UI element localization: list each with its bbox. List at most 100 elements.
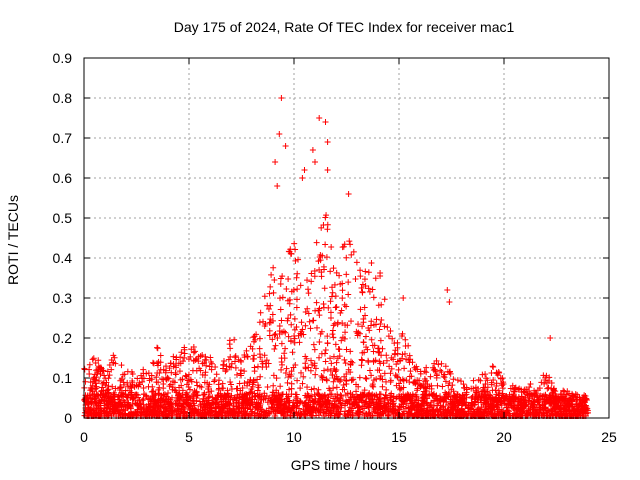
data-point <box>186 409 193 416</box>
data-point <box>207 402 214 409</box>
data-point <box>110 392 117 399</box>
data-point <box>104 398 111 405</box>
data-point <box>486 408 493 415</box>
data-point <box>163 407 170 414</box>
x-tick-label: 10 <box>286 429 302 445</box>
data-point <box>521 389 528 396</box>
data-point <box>305 290 312 297</box>
data-point <box>396 386 403 393</box>
data-point <box>284 297 291 304</box>
data-point <box>552 410 559 417</box>
data-point <box>206 407 213 414</box>
data-point <box>342 329 349 336</box>
data-point <box>293 304 300 311</box>
outlier-point <box>446 299 453 305</box>
data-point <box>207 358 214 365</box>
data-point <box>388 365 395 372</box>
data-point <box>271 276 278 283</box>
data-point <box>269 317 276 324</box>
data-point <box>331 365 338 372</box>
data-point <box>375 345 382 352</box>
data-point <box>543 372 550 379</box>
data-point <box>531 401 538 408</box>
data-point <box>389 398 396 405</box>
data-point <box>471 410 478 417</box>
data-point <box>479 371 486 378</box>
data-point <box>175 407 182 414</box>
data-point <box>248 399 255 406</box>
data-point <box>239 402 246 409</box>
data-point <box>560 387 567 394</box>
data-point <box>287 338 294 345</box>
data-point <box>178 406 185 413</box>
data-point <box>226 402 233 409</box>
data-point <box>307 325 314 332</box>
data-point <box>228 381 235 388</box>
data-point <box>333 384 340 391</box>
data-point <box>368 399 375 406</box>
data-point <box>93 403 100 410</box>
data-point <box>140 401 147 408</box>
data-point <box>201 379 208 386</box>
data-point <box>346 238 353 245</box>
data-point <box>150 394 157 401</box>
data-point <box>221 392 228 399</box>
data-point <box>541 404 548 411</box>
data-point <box>292 257 299 264</box>
data-point <box>302 353 309 360</box>
data-point <box>185 356 192 363</box>
data-point <box>172 369 179 376</box>
data-point <box>500 394 507 401</box>
data-point <box>317 252 324 259</box>
data-point <box>302 364 309 371</box>
data-point <box>140 384 147 391</box>
data-point <box>288 321 295 328</box>
data-point <box>338 307 345 314</box>
data-point <box>91 376 98 383</box>
data-point <box>344 322 351 329</box>
data-point <box>490 364 497 371</box>
data-point <box>303 403 310 410</box>
data-point <box>304 277 311 284</box>
y-tick-label: 0.4 <box>53 250 73 266</box>
data-point <box>370 348 377 355</box>
data-point <box>377 375 384 382</box>
data-point <box>509 393 516 400</box>
data-point <box>131 409 138 416</box>
data-point <box>441 409 448 416</box>
data-point <box>397 357 404 364</box>
data-point <box>403 356 410 363</box>
data-point <box>357 306 364 313</box>
data-point <box>143 410 150 417</box>
data-point <box>459 400 466 407</box>
data-point <box>291 326 298 333</box>
data-point <box>252 336 259 343</box>
data-point <box>176 368 183 375</box>
data-point <box>307 367 314 374</box>
data-point <box>199 351 206 358</box>
data-point <box>291 315 298 322</box>
data-point <box>470 385 477 392</box>
data-point <box>249 388 256 395</box>
data-point <box>291 339 298 346</box>
data-point <box>312 365 319 372</box>
data-point <box>145 406 152 413</box>
data-point <box>360 339 367 346</box>
data-point <box>269 398 276 405</box>
data-point <box>135 383 142 390</box>
data-point <box>387 328 394 335</box>
data-point <box>270 372 277 379</box>
data-point <box>338 337 345 344</box>
data-point <box>557 393 564 400</box>
data-point <box>562 408 569 415</box>
data-point <box>392 372 399 379</box>
data-point <box>370 357 377 364</box>
data-point <box>181 354 188 361</box>
y-tick-label: 0.6 <box>53 170 73 186</box>
data-point <box>189 392 196 399</box>
data-point <box>185 384 192 391</box>
data-point <box>149 383 156 390</box>
data-point <box>167 360 174 367</box>
data-point <box>293 296 300 303</box>
data-point <box>167 381 174 388</box>
